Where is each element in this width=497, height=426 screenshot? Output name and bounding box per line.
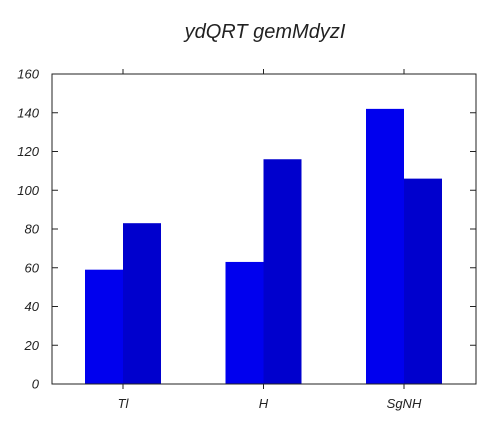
y-tick-label: 20 [24,338,40,353]
y-tick-label: 40 [25,299,40,314]
x-tick-label-sgnh: SgNH [387,396,422,411]
y-tick-label: 140 [17,105,39,120]
bar-h-series-1 [226,262,264,384]
x-tick-label-h: H [259,396,269,411]
y-tick-label: 100 [17,183,39,198]
bar-h-series-2 [264,159,302,384]
x-tick-label-tl: Tl [118,396,130,411]
y-tick-label: 120 [17,144,39,159]
bar-tl-series-1 [85,270,123,384]
y-tick-label: 0 [32,377,40,392]
y-tick-label: 60 [25,260,40,275]
chart-title: ydQRT gemMdyzI [183,21,346,43]
y-tick-label: 160 [17,67,39,82]
bar-sgnh-series-1 [366,109,404,384]
bar-sgnh-series-2 [404,179,442,384]
bars-group [85,109,442,384]
bar-tl-series-2 [123,223,161,384]
y-tick-label: 80 [25,222,40,237]
